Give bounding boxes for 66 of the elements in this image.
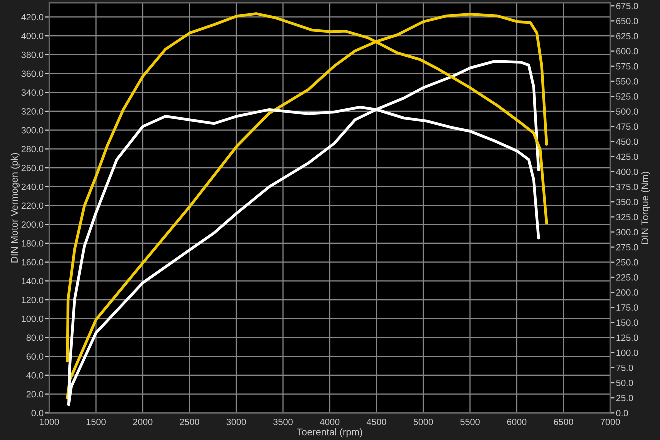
- y-tick-label: 0.0: [32, 410, 44, 417]
- y2-tick-label: 600.0: [616, 48, 638, 55]
- y-tick-label: 300.0: [22, 127, 44, 134]
- x-tick-label: 1500: [86, 418, 106, 426]
- y2-tick-label: 125.0: [616, 334, 638, 342]
- y-tick-label: 320.0: [22, 108, 44, 115]
- x-tick-label: 4000: [320, 418, 340, 426]
- y2-tick-label: 325.0: [616, 214, 638, 221]
- y2-tick-label: 475.0: [616, 124, 638, 130]
- y2-tick-label: 375.0: [616, 184, 638, 190]
- x-tick-label: 6500: [554, 418, 574, 426]
- x-tick-label: 3500: [274, 418, 293, 426]
- y2-tick-label: 250.0: [616, 259, 638, 266]
- y-tick-label: 200.0: [22, 222, 44, 228]
- y2-tick-label: 450.0: [616, 138, 638, 146]
- y2-tick-label: 500.0: [616, 108, 638, 115]
- x-tick-label: 4500: [366, 418, 386, 426]
- y-tick-label: 280.0: [22, 146, 44, 153]
- y2-tick-label: 150.0: [616, 320, 638, 326]
- y-tick-label: 260.0: [22, 165, 44, 172]
- y2-tick-label: 400.0: [616, 168, 638, 176]
- y2-tick-label: 25.0: [616, 395, 634, 402]
- x-tick-label: 2000: [133, 418, 153, 426]
- y2-tick-label: 575.0: [616, 63, 638, 70]
- y-tick-label: 80.0: [26, 334, 44, 342]
- y2-tick-label: 225.0: [616, 274, 638, 281]
- y2-tick-label: 525.0: [616, 94, 638, 100]
- y-tick-label: 420.0: [22, 14, 44, 21]
- y2-tick-label: 550.0: [616, 78, 638, 85]
- y2-tick-label: 50.0: [616, 380, 634, 386]
- y-tick-label: 60.0: [26, 354, 44, 360]
- y2-tick-label: 350.0: [616, 199, 638, 206]
- x-tick-label: 2500: [180, 418, 200, 426]
- x-tick-label: 5500: [460, 418, 480, 426]
- y2-axis-title: DIN Torque (Nm): [641, 172, 650, 244]
- x-tick-label: 3000: [226, 418, 246, 426]
- y2-tick-label: 0.0: [616, 410, 628, 417]
- y-tick-label: 100.0: [22, 316, 44, 322]
- y2-tick-label: 650.0: [616, 18, 638, 25]
- y-tick-label: 140.0: [22, 278, 44, 285]
- x-tick-label: 6000: [507, 418, 527, 426]
- y2-tick-label: 425.0: [616, 154, 638, 160]
- y2-tick-label: 675.0: [616, 3, 638, 10]
- y-axis-title: DIN Motor Vermogen (pk): [10, 153, 20, 263]
- y-tick-label: 240.0: [22, 184, 44, 190]
- x-axis-title: Toerental (rpm): [297, 428, 362, 438]
- x-tick-label: 5000: [414, 418, 434, 426]
- y-tick-label: 40.0: [26, 372, 44, 379]
- y-tick-label: 340.0: [22, 90, 44, 96]
- y2-tick-label: 200.0: [616, 290, 638, 296]
- y-tick-label: 360.0: [22, 70, 44, 78]
- y2-tick-label: 625.0: [616, 33, 638, 40]
- y2-tick-label: 300.0: [616, 229, 638, 236]
- y-tick-label: 20.0: [26, 391, 44, 398]
- y-tick-label: 380.0: [22, 52, 44, 58]
- y-tick-label: 400.0: [22, 33, 44, 40]
- x-tick-label: 1000: [40, 418, 60, 426]
- y-tick-label: 160.0: [22, 259, 44, 266]
- x-tick-label: 7000: [600, 418, 620, 426]
- y-tick-label: 120.0: [22, 297, 44, 304]
- y2-tick-label: 175.0: [616, 304, 638, 311]
- y2-tick-label: 100.0: [616, 350, 638, 356]
- y2-tick-label: 75.0: [616, 364, 634, 372]
- y-tick-label: 220.0: [22, 202, 44, 210]
- y2-tick-label: 275.0: [616, 244, 638, 251]
- y-tick-label: 180.0: [22, 240, 44, 247]
